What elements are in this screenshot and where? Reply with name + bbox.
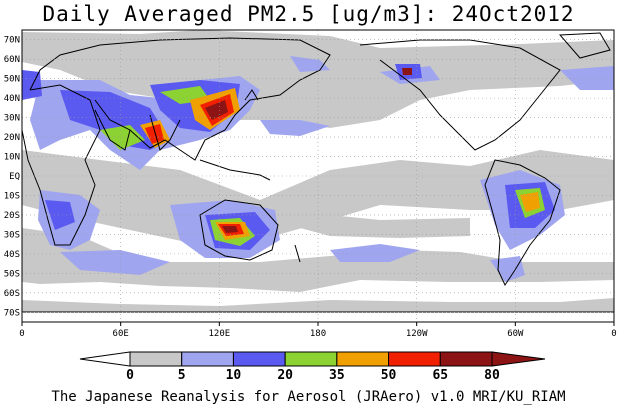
longitude-labels: 0 60E 120E 180 120W 60W 0 bbox=[19, 322, 617, 339]
lat-label: 60N bbox=[4, 55, 20, 65]
colorbar-segment bbox=[388, 351, 441, 367]
colorbar-tick-label: 5 bbox=[178, 368, 186, 383]
colorbar-tick-label: 35 bbox=[329, 368, 345, 383]
lat-label: 10S bbox=[4, 191, 20, 201]
lon-label: 120E bbox=[208, 329, 230, 339]
footer-credit: The Japanese Reanalysis for Aerosol (JRA… bbox=[51, 389, 566, 405]
colorbar-segment bbox=[284, 351, 338, 367]
lon-label: 60E bbox=[113, 329, 129, 339]
lat-label: 70S bbox=[4, 308, 20, 318]
colorbar-arrow-low bbox=[79, 351, 131, 367]
colorbar-tick-label: 80 bbox=[484, 368, 500, 383]
colorbar-segment bbox=[336, 351, 390, 367]
lat-label: 50N bbox=[4, 75, 20, 85]
lat-label: 40N bbox=[4, 94, 20, 104]
map-title: Daily Averaged PM2.5 [ug/m3]: 24Oct2012 bbox=[42, 2, 575, 26]
colorbar-segment bbox=[129, 351, 183, 367]
lat-label: 20S bbox=[4, 211, 20, 221]
lon-label: 60W bbox=[507, 329, 524, 339]
lon-label: 120W bbox=[406, 329, 428, 339]
lon-label: 180 bbox=[310, 329, 326, 339]
colorbar: 0 5 10 20 35 50 65 80 bbox=[79, 351, 546, 383]
colorbar-segment bbox=[439, 351, 493, 367]
latitude-labels: 70N 60N 50N 40N 30N 20N 10N EQ 10S 20S 30S 40S 50S 60… bbox=[4, 36, 20, 319]
lon-label: 0 bbox=[611, 329, 616, 339]
lat-label: 20N bbox=[4, 133, 20, 143]
lat-label: 30S bbox=[4, 230, 20, 240]
colorbar-segment bbox=[232, 351, 286, 367]
lat-label: 70N bbox=[4, 36, 20, 46]
colorbar-tick-label: 50 bbox=[381, 368, 397, 383]
lat-label: 30N bbox=[4, 114, 20, 124]
colorbar-arrow-high bbox=[491, 351, 546, 367]
colorbar-tick-label: 65 bbox=[432, 368, 448, 383]
colorbar-tick-label: 0 bbox=[126, 368, 134, 383]
lat-label: 10N bbox=[4, 153, 20, 163]
lat-lon-grid bbox=[22, 30, 614, 322]
colorbar-tick-label: 20 bbox=[277, 368, 293, 383]
colorbar-segment bbox=[181, 351, 234, 367]
lat-label: EQ bbox=[9, 172, 20, 182]
lat-label: 40S bbox=[4, 250, 20, 260]
colorbar-tick-label: 10 bbox=[226, 368, 242, 383]
lat-label: 50S bbox=[4, 269, 20, 279]
lon-label: 0 bbox=[19, 329, 24, 339]
lat-label: 60S bbox=[4, 289, 20, 299]
